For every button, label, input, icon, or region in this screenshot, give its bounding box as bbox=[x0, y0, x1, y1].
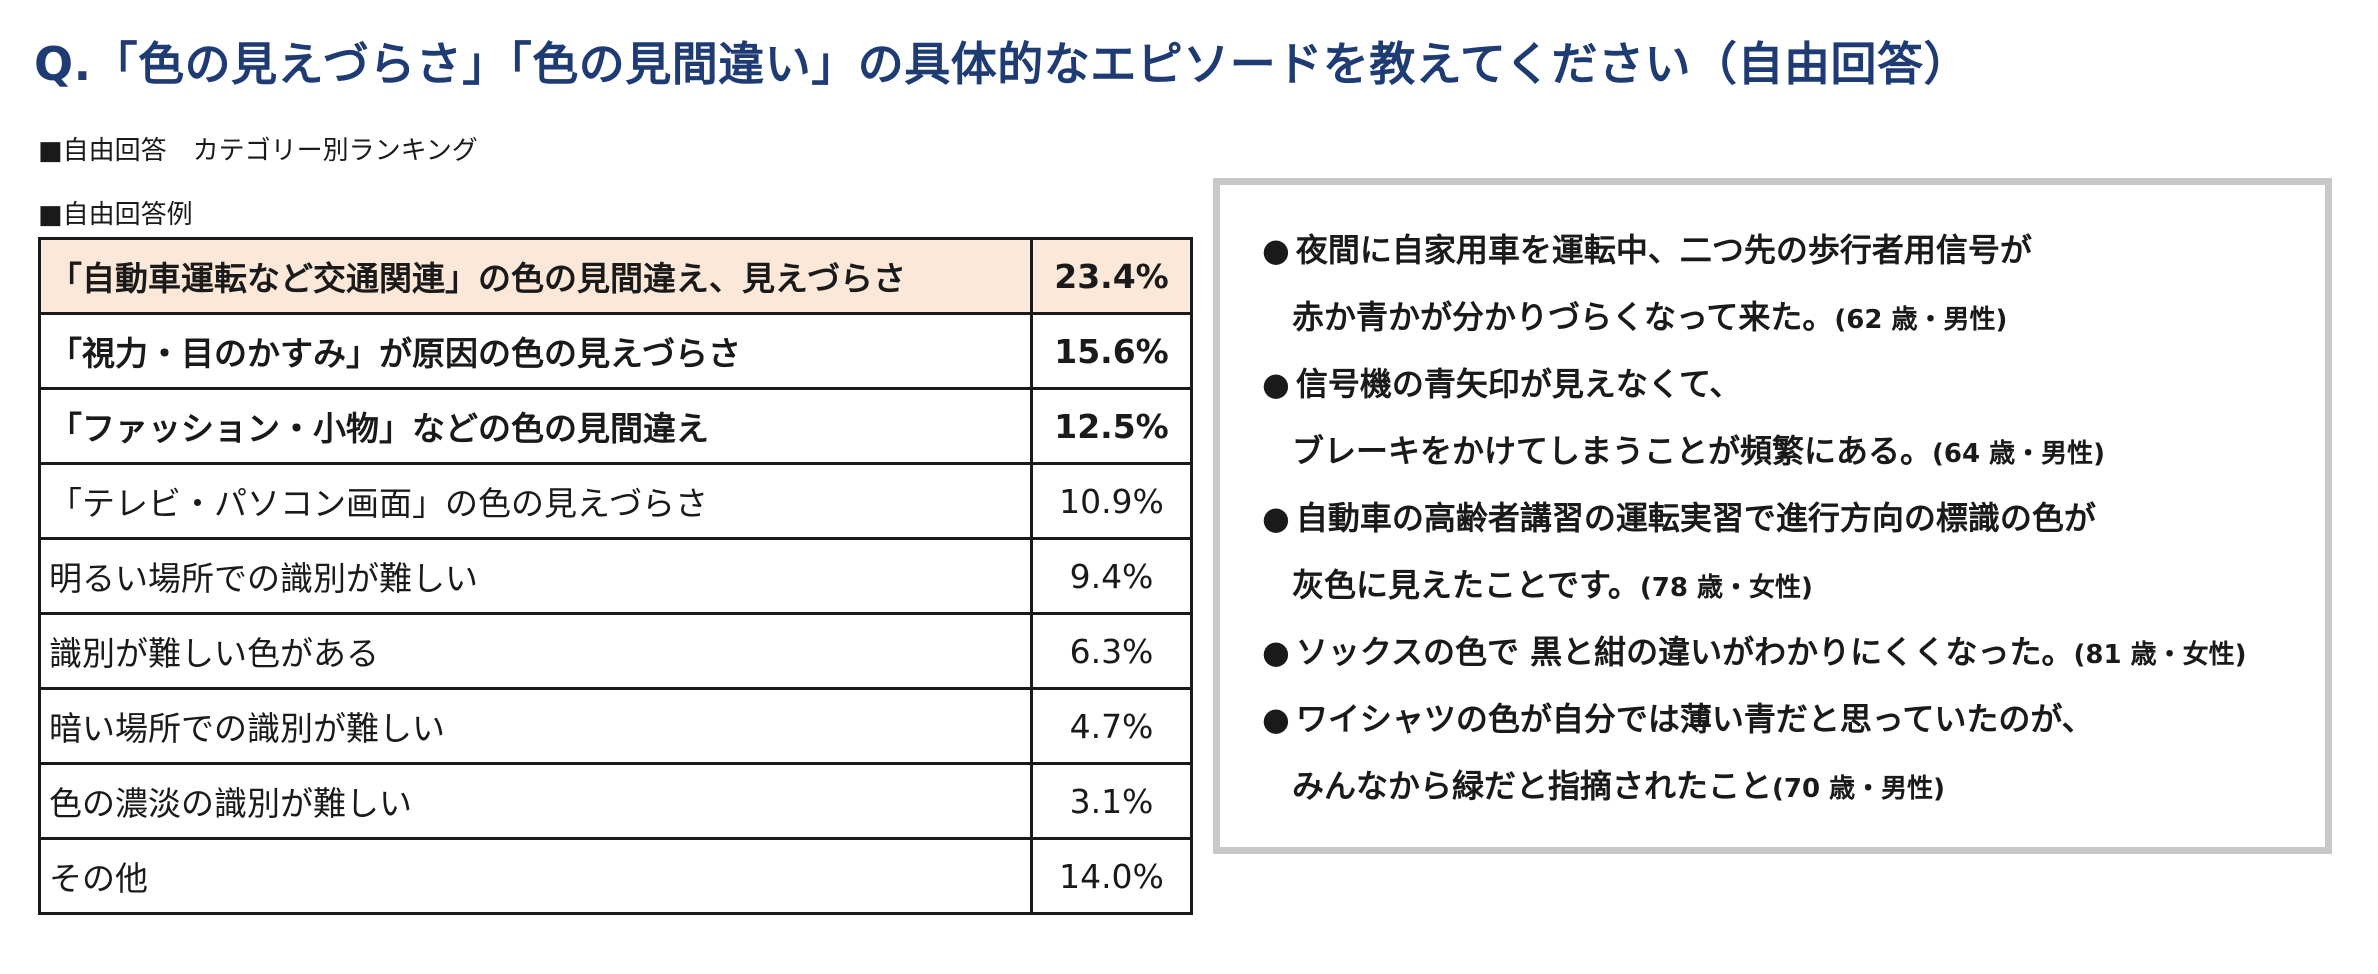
example-text: ワイシャツの色が自分では薄い青だと思っていたのが、 bbox=[1295, 700, 2094, 738]
bullet-icon: ● bbox=[1262, 633, 1290, 671]
example-attribution: (62 歳・男性) bbox=[1834, 305, 2008, 335]
example-text: 赤か青かが分かりづらくなって来た。 bbox=[1292, 298, 1835, 336]
ranking-row: 「自動車運転など交通関連」の色の見間違え、見えづらさ 23.4% bbox=[38, 237, 1193, 315]
bullet-icon: ● bbox=[1262, 499, 1290, 537]
ranking-percent: 15.6% bbox=[1030, 312, 1193, 390]
ranking-category: 暗い場所での識別が難しい bbox=[38, 687, 1033, 765]
ranking-percent: 3.1% bbox=[1030, 762, 1193, 840]
example-line: ● ワイシャツの色が自分では薄い青だと思っていたのが、 bbox=[1262, 686, 2325, 753]
ranking-row: 明るい場所での識別が難しい 9.4% bbox=[38, 537, 1193, 615]
example-attribution: (78 歳・女性) bbox=[1639, 573, 1813, 603]
ranking-row: 「視力・目のかすみ」が原因の色の見えづらさ 15.6% bbox=[38, 312, 1193, 390]
example-line: みんなから緑だと指摘されたこと(70 歳・男性) bbox=[1262, 753, 2325, 820]
ranking-row: その他 14.0% bbox=[38, 837, 1193, 915]
ranking-category: 明るい場所での識別が難しい bbox=[38, 537, 1033, 615]
example-text: 信号機の青矢印が見えなくて、 bbox=[1295, 365, 1742, 403]
ranking-category: 「自動車運転など交通関連」の色の見間違え、見えづらさ bbox=[38, 237, 1033, 315]
example-line: ブレーキをかけてしまうことが頻繁にある。(64 歳・男性) bbox=[1262, 418, 2325, 485]
example-line: ● ソックスの色で 黒と紺の違いがわかりにくくなった。(81 歳・女性) bbox=[1262, 619, 2325, 686]
example-line: ● 夜間に自家用車を運転中、二つ先の歩行者用信号が bbox=[1262, 217, 2325, 284]
ranking-percent: 12.5% bbox=[1030, 387, 1193, 465]
ranking-category: 識別が難しい色がある bbox=[38, 612, 1033, 690]
ranking-percent: 14.0% bbox=[1030, 837, 1193, 915]
ranking-row: 色の濃淡の識別が難しい 3.1% bbox=[38, 762, 1193, 840]
examples-section-label: ■自由回答例 bbox=[38, 200, 193, 230]
example-attribution: (64 歳・男性) bbox=[1932, 439, 2106, 469]
ranking-category: 色の濃淡の識別が難しい bbox=[38, 762, 1033, 840]
ranking-percent: 9.4% bbox=[1030, 537, 1193, 615]
ranking-row: 「ファッション・小物」などの色の見間違え 12.5% bbox=[38, 387, 1193, 465]
example-line: 灰色に見えたことです。(78 歳・女性) bbox=[1262, 552, 2325, 619]
example-text: ソックスの色で 黒と紺の違いがわかりにくくなった。 bbox=[1295, 633, 2074, 671]
ranking-percent: 6.3% bbox=[1030, 612, 1193, 690]
bullet-icon: ● bbox=[1262, 231, 1290, 269]
example-attribution: (70 歳・男性) bbox=[1772, 774, 1946, 804]
example-text: 夜間に自家用車を運転中、二つ先の歩行者用信号が bbox=[1295, 231, 2032, 269]
example-line: 赤か青かが分かりづらくなって来た。(62 歳・男性) bbox=[1262, 284, 2325, 351]
bullet-icon: ● bbox=[1262, 700, 1290, 738]
example-text: みんなから緑だと指摘されたこと bbox=[1292, 767, 1773, 805]
ranking-percent: 10.9% bbox=[1030, 462, 1193, 540]
example-attribution: (81 歳・女性) bbox=[2073, 640, 2247, 670]
example-text: ブレーキをかけてしまうことが頻繁にある。 bbox=[1292, 432, 1933, 470]
ranking-category: その他 bbox=[38, 837, 1033, 915]
ranking-category: 「視力・目のかすみ」が原因の色の見えづらさ bbox=[38, 312, 1033, 390]
example-text: 灰色に見えたことです。 bbox=[1292, 566, 1640, 604]
examples-box: ● 夜間に自家用車を運転中、二つ先の歩行者用信号が 赤か青かが分かりづらくなって来… bbox=[1213, 178, 2332, 854]
ranking-category: 「ファッション・小物」などの色の見間違え bbox=[38, 387, 1033, 465]
example-line: ● 自動車の高齢者講習の運転実習で進行方向の標識の色が bbox=[1262, 485, 2325, 552]
bullet-icon: ● bbox=[1262, 365, 1290, 403]
page-title: Q.「色の見えづらさ」「色の見間違い」の具体的なエピソードを教えてください（自由… bbox=[34, 37, 1971, 91]
ranking-percent: 4.7% bbox=[1030, 687, 1193, 765]
example-line: ● 信号機の青矢印が見えなくて、 bbox=[1262, 351, 2325, 418]
ranking-row: 識別が難しい色がある 6.3% bbox=[38, 612, 1193, 690]
example-text: 自動車の高齢者講習の運転実習で進行方向の標識の色が bbox=[1295, 499, 2096, 537]
ranking-percent: 23.4% bbox=[1030, 237, 1193, 315]
ranking-table: 「自動車運転など交通関連」の色の見間違え、見えづらさ 23.4% 「視力・目のか… bbox=[38, 237, 1193, 915]
ranking-row: 「テレビ・パソコン画面」の色の見えづらさ 10.9% bbox=[38, 462, 1193, 540]
ranking-section-label: ■自由回答 カテゴリー別ランキング bbox=[38, 136, 478, 166]
ranking-row: 暗い場所での識別が難しい 4.7% bbox=[38, 687, 1193, 765]
ranking-category: 「テレビ・パソコン画面」の色の見えづらさ bbox=[38, 462, 1033, 540]
